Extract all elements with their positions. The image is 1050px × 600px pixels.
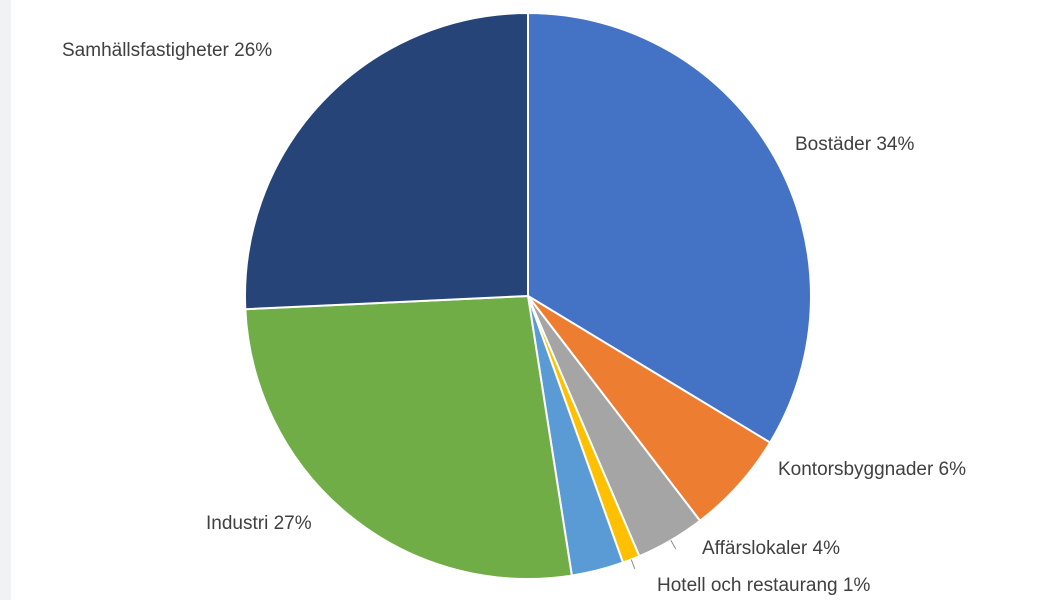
slice-samhallsfastigheter [244, 12, 529, 311]
slice-labels: Bostäder 34% Kontorsbyggnader 6% Affärsl… [62, 40, 966, 596]
label-kontorsbyggnader: Kontorsbyggnader 6% [778, 459, 966, 480]
pie-slices [244, 12, 812, 580]
slice-industri [244, 295, 573, 580]
leader-lines [630, 540, 677, 569]
slice-bostader [527, 12, 812, 444]
label-industri: Industri 27% [206, 513, 312, 534]
leader-line-affarslokaler [670, 540, 677, 550]
label-bostader: Bostäder 34% [795, 134, 914, 155]
label-samhallsfastigheter: Samhällsfastigheter 26% [62, 40, 272, 61]
label-hotell-och-restaurang: Hotell och restaurang 1% [657, 575, 870, 596]
label-affarslokaler: Affärslokaler 4% [702, 538, 840, 559]
window-edge [0, 0, 11, 600]
leader-line-hotell-och-restaurang [630, 559, 636, 569]
